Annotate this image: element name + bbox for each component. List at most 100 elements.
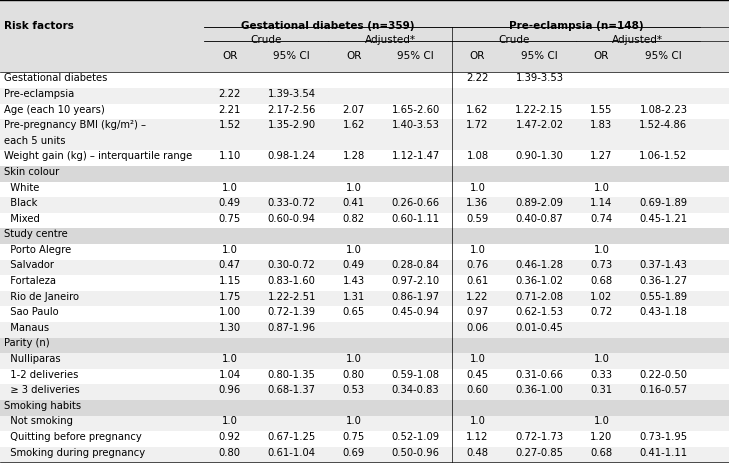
- Text: 0.61: 0.61: [467, 276, 488, 286]
- Text: 0.80: 0.80: [219, 448, 241, 458]
- Text: 1.0: 1.0: [469, 417, 486, 426]
- Text: 0.65: 0.65: [343, 307, 364, 317]
- Text: 0.87-1.96: 0.87-1.96: [268, 323, 316, 333]
- Text: 0.49: 0.49: [343, 261, 364, 270]
- Text: 0.73-1.95: 0.73-1.95: [639, 432, 687, 442]
- Text: 0.59: 0.59: [467, 214, 488, 224]
- Text: Porto Alegre: Porto Alegre: [4, 245, 71, 255]
- Text: 1.72: 1.72: [467, 120, 488, 130]
- Text: 0.30-0.72: 0.30-0.72: [268, 261, 316, 270]
- Text: 0.60-1.11: 0.60-1.11: [391, 214, 440, 224]
- Text: 0.75: 0.75: [343, 432, 364, 442]
- Bar: [0, 353, 729, 369]
- Text: Weight gain (kg) – interquartile range: Weight gain (kg) – interquartile range: [4, 151, 192, 161]
- Text: 95% CI: 95% CI: [273, 51, 310, 61]
- Bar: [0, 244, 729, 260]
- Text: 0.34-0.83: 0.34-0.83: [391, 385, 440, 395]
- Text: 0.45: 0.45: [467, 370, 488, 380]
- Bar: [0, 197, 729, 213]
- Text: 0.06: 0.06: [467, 323, 488, 333]
- Text: 1.0: 1.0: [346, 417, 362, 426]
- Text: 0.33: 0.33: [590, 370, 612, 380]
- Text: 1.62: 1.62: [343, 120, 364, 130]
- Text: 2.22: 2.22: [467, 73, 488, 83]
- Text: 1.0: 1.0: [222, 417, 238, 426]
- Text: 1.36: 1.36: [467, 198, 488, 208]
- Bar: [0, 72, 729, 88]
- Text: 0.60-0.94: 0.60-0.94: [268, 214, 316, 224]
- Text: 1.08: 1.08: [467, 151, 488, 161]
- Text: 1.15: 1.15: [219, 276, 241, 286]
- Text: Parity (n): Parity (n): [4, 339, 50, 348]
- Text: 0.43-1.18: 0.43-1.18: [639, 307, 687, 317]
- Text: Rio de Janeiro: Rio de Janeiro: [4, 292, 79, 302]
- Text: 1.43: 1.43: [343, 276, 364, 286]
- Text: Smoking habits: Smoking habits: [4, 401, 81, 411]
- Text: 1.22-2.15: 1.22-2.15: [515, 105, 564, 114]
- Text: 0.92: 0.92: [219, 432, 241, 442]
- Text: OR: OR: [346, 51, 362, 61]
- Text: 0.74: 0.74: [590, 214, 612, 224]
- Text: OR: OR: [469, 51, 486, 61]
- Text: 0.45-0.94: 0.45-0.94: [391, 307, 440, 317]
- Text: 1.00: 1.00: [219, 307, 241, 317]
- Text: 0.33-0.72: 0.33-0.72: [268, 198, 316, 208]
- Text: 0.73: 0.73: [590, 261, 612, 270]
- Text: 1.06-1.52: 1.06-1.52: [639, 151, 687, 161]
- Text: 1.0: 1.0: [469, 245, 486, 255]
- Bar: [0, 384, 729, 400]
- Text: 1.22-2.51: 1.22-2.51: [268, 292, 316, 302]
- Text: 1.04: 1.04: [219, 370, 241, 380]
- Text: Sao Paulo: Sao Paulo: [4, 307, 58, 317]
- Text: Adjusted*: Adjusted*: [364, 35, 416, 45]
- Text: Mixed: Mixed: [4, 214, 39, 224]
- Text: 0.98-1.24: 0.98-1.24: [268, 151, 316, 161]
- Text: Adjusted*: Adjusted*: [612, 35, 663, 45]
- Text: 0.68-1.37: 0.68-1.37: [268, 385, 316, 395]
- Bar: [0, 291, 729, 306]
- Text: White: White: [4, 183, 39, 192]
- Text: 1.08-2.23: 1.08-2.23: [639, 105, 687, 114]
- Text: 1.12-1.47: 1.12-1.47: [391, 151, 440, 161]
- Bar: [0, 369, 729, 384]
- Text: 0.27-0.85: 0.27-0.85: [515, 448, 564, 458]
- Text: 1.39-3.54: 1.39-3.54: [268, 89, 316, 99]
- Text: 2.17-2.56: 2.17-2.56: [268, 105, 316, 114]
- Text: 0.28-0.84: 0.28-0.84: [391, 261, 440, 270]
- Bar: [0, 88, 729, 104]
- Text: 0.68: 0.68: [590, 448, 612, 458]
- Text: 1.47-2.02: 1.47-2.02: [515, 120, 564, 130]
- Text: 1.0: 1.0: [593, 354, 609, 364]
- Text: 1.10: 1.10: [219, 151, 241, 161]
- Text: Crude: Crude: [250, 35, 282, 45]
- Text: 0.71-2.08: 0.71-2.08: [515, 292, 564, 302]
- Text: ≥ 3 deliveries: ≥ 3 deliveries: [4, 385, 79, 395]
- Text: Skin colour: Skin colour: [4, 167, 59, 177]
- Text: 1.83: 1.83: [590, 120, 612, 130]
- Text: 0.22-0.50: 0.22-0.50: [639, 370, 687, 380]
- Text: 0.72-1.73: 0.72-1.73: [515, 432, 564, 442]
- Text: 1.12: 1.12: [467, 432, 488, 442]
- Text: 95% CI: 95% CI: [397, 51, 434, 61]
- Text: 1.0: 1.0: [346, 245, 362, 255]
- Text: 0.31: 0.31: [590, 385, 612, 395]
- Text: 0.69-1.89: 0.69-1.89: [639, 198, 687, 208]
- Bar: [0, 213, 729, 228]
- Text: 0.90-1.30: 0.90-1.30: [515, 151, 564, 161]
- Text: 0.75: 0.75: [219, 214, 241, 224]
- Text: 0.41: 0.41: [343, 198, 364, 208]
- Text: 1.52: 1.52: [219, 120, 241, 130]
- Text: 1.0: 1.0: [222, 245, 238, 255]
- Bar: [0, 416, 729, 431]
- Text: 1-2 deliveries: 1-2 deliveries: [4, 370, 78, 380]
- Text: 0.16-0.57: 0.16-0.57: [639, 385, 687, 395]
- Text: 0.47: 0.47: [219, 261, 241, 270]
- Text: 0.55-1.89: 0.55-1.89: [639, 292, 687, 302]
- Text: 1.55: 1.55: [590, 105, 612, 114]
- Text: 0.89-2.09: 0.89-2.09: [515, 198, 564, 208]
- Text: 1.0: 1.0: [222, 183, 238, 192]
- Text: Not smoking: Not smoking: [4, 417, 73, 426]
- Text: 1.27: 1.27: [590, 151, 612, 161]
- Text: Gestational diabetes (n=359): Gestational diabetes (n=359): [241, 21, 415, 31]
- Text: 1.0: 1.0: [593, 183, 609, 192]
